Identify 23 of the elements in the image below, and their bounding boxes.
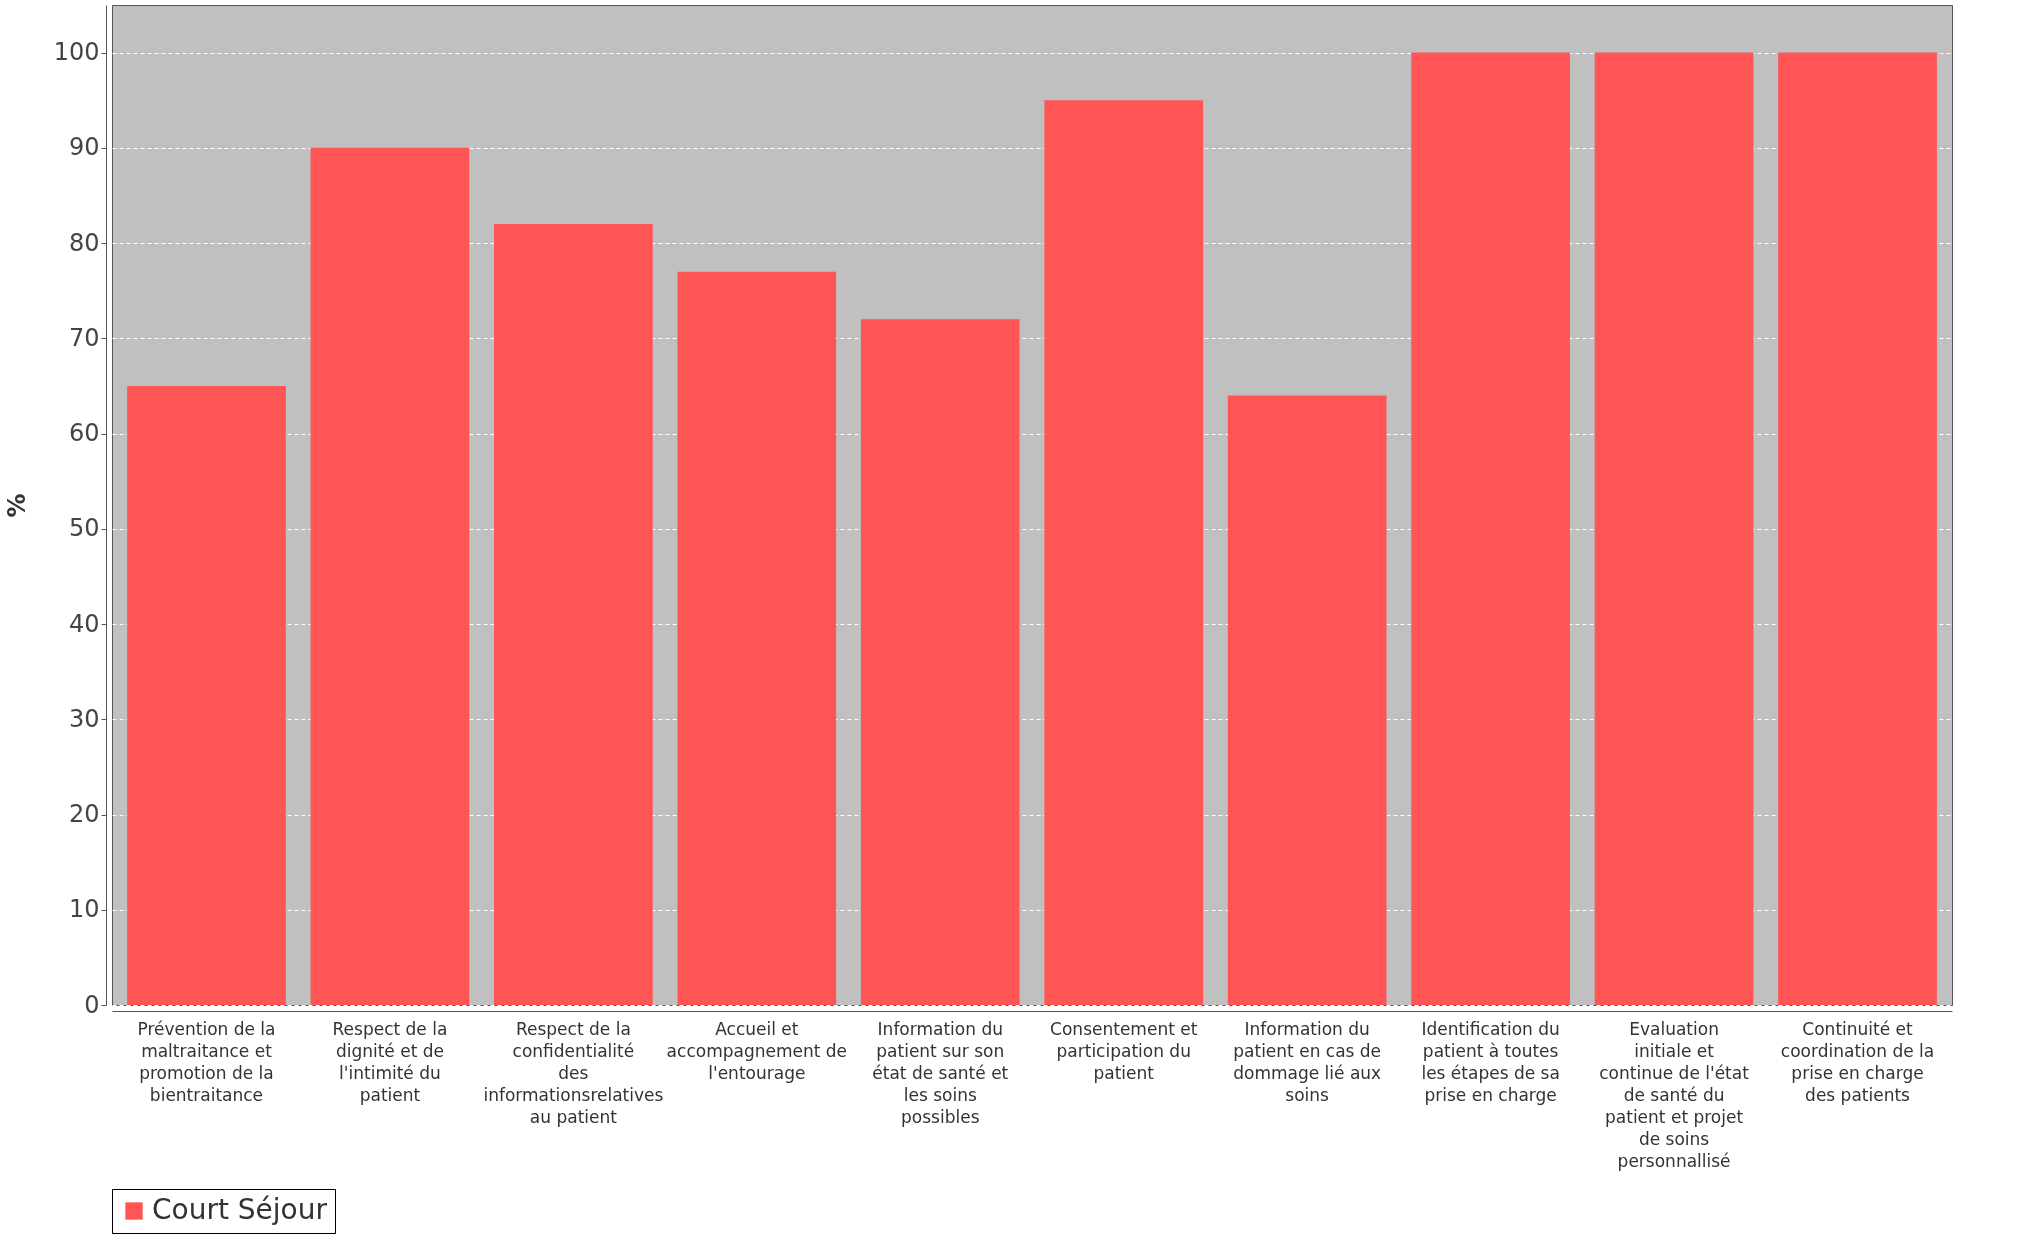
y-tick-label: 100	[53, 38, 100, 67]
x-tick-label: Accueil et accompagnement de l'entourage	[666, 1018, 848, 1083]
y-tick-label: 30	[68, 704, 100, 733]
y-tick-label: 40	[68, 609, 100, 638]
y-tick-label: 50	[68, 514, 100, 543]
x-tick-label: Consentement et participation du patient	[1050, 1018, 1198, 1083]
y-tick-label: 0	[84, 990, 100, 1019]
y-tick-label: 60	[68, 419, 100, 448]
y-tick-label: 80	[68, 228, 100, 257]
y-tick-label: 10	[68, 895, 100, 924]
x-tick-label: Respect de la confidentialité des informationsrelatives au patient	[483, 1018, 664, 1127]
y-tick-label: 20	[68, 800, 100, 829]
x-tick-label: Information du patient sur son état de santé et les soins possibles	[872, 1018, 1009, 1127]
x-tick-label: Prévention de la maltraitance et promotion de la bientraitance	[137, 1018, 276, 1105]
x-tick-label: Respect de la dignité et de l'intimité du patient	[332, 1018, 448, 1105]
x-tick-label: Evaluation initiale et continue de l'état de santé du patient et projet de soins personnallisé	[1599, 1018, 1750, 1171]
x-tick-label: Continuité et coordination de la prise en charge des patients	[1780, 1018, 1935, 1105]
legend-label: Court Séjour	[152, 1193, 328, 1226]
x-tick-label: Information du patient en cas de dommage lié aux soins	[1233, 1018, 1382, 1105]
y-axis-title: %	[2, 493, 31, 518]
y-tick-label: 90	[68, 133, 100, 162]
y-tick-label: 70	[68, 323, 100, 352]
x-tick-label: Identification du patient à toutes les étapes de sa prise en charge	[1421, 1018, 1560, 1105]
